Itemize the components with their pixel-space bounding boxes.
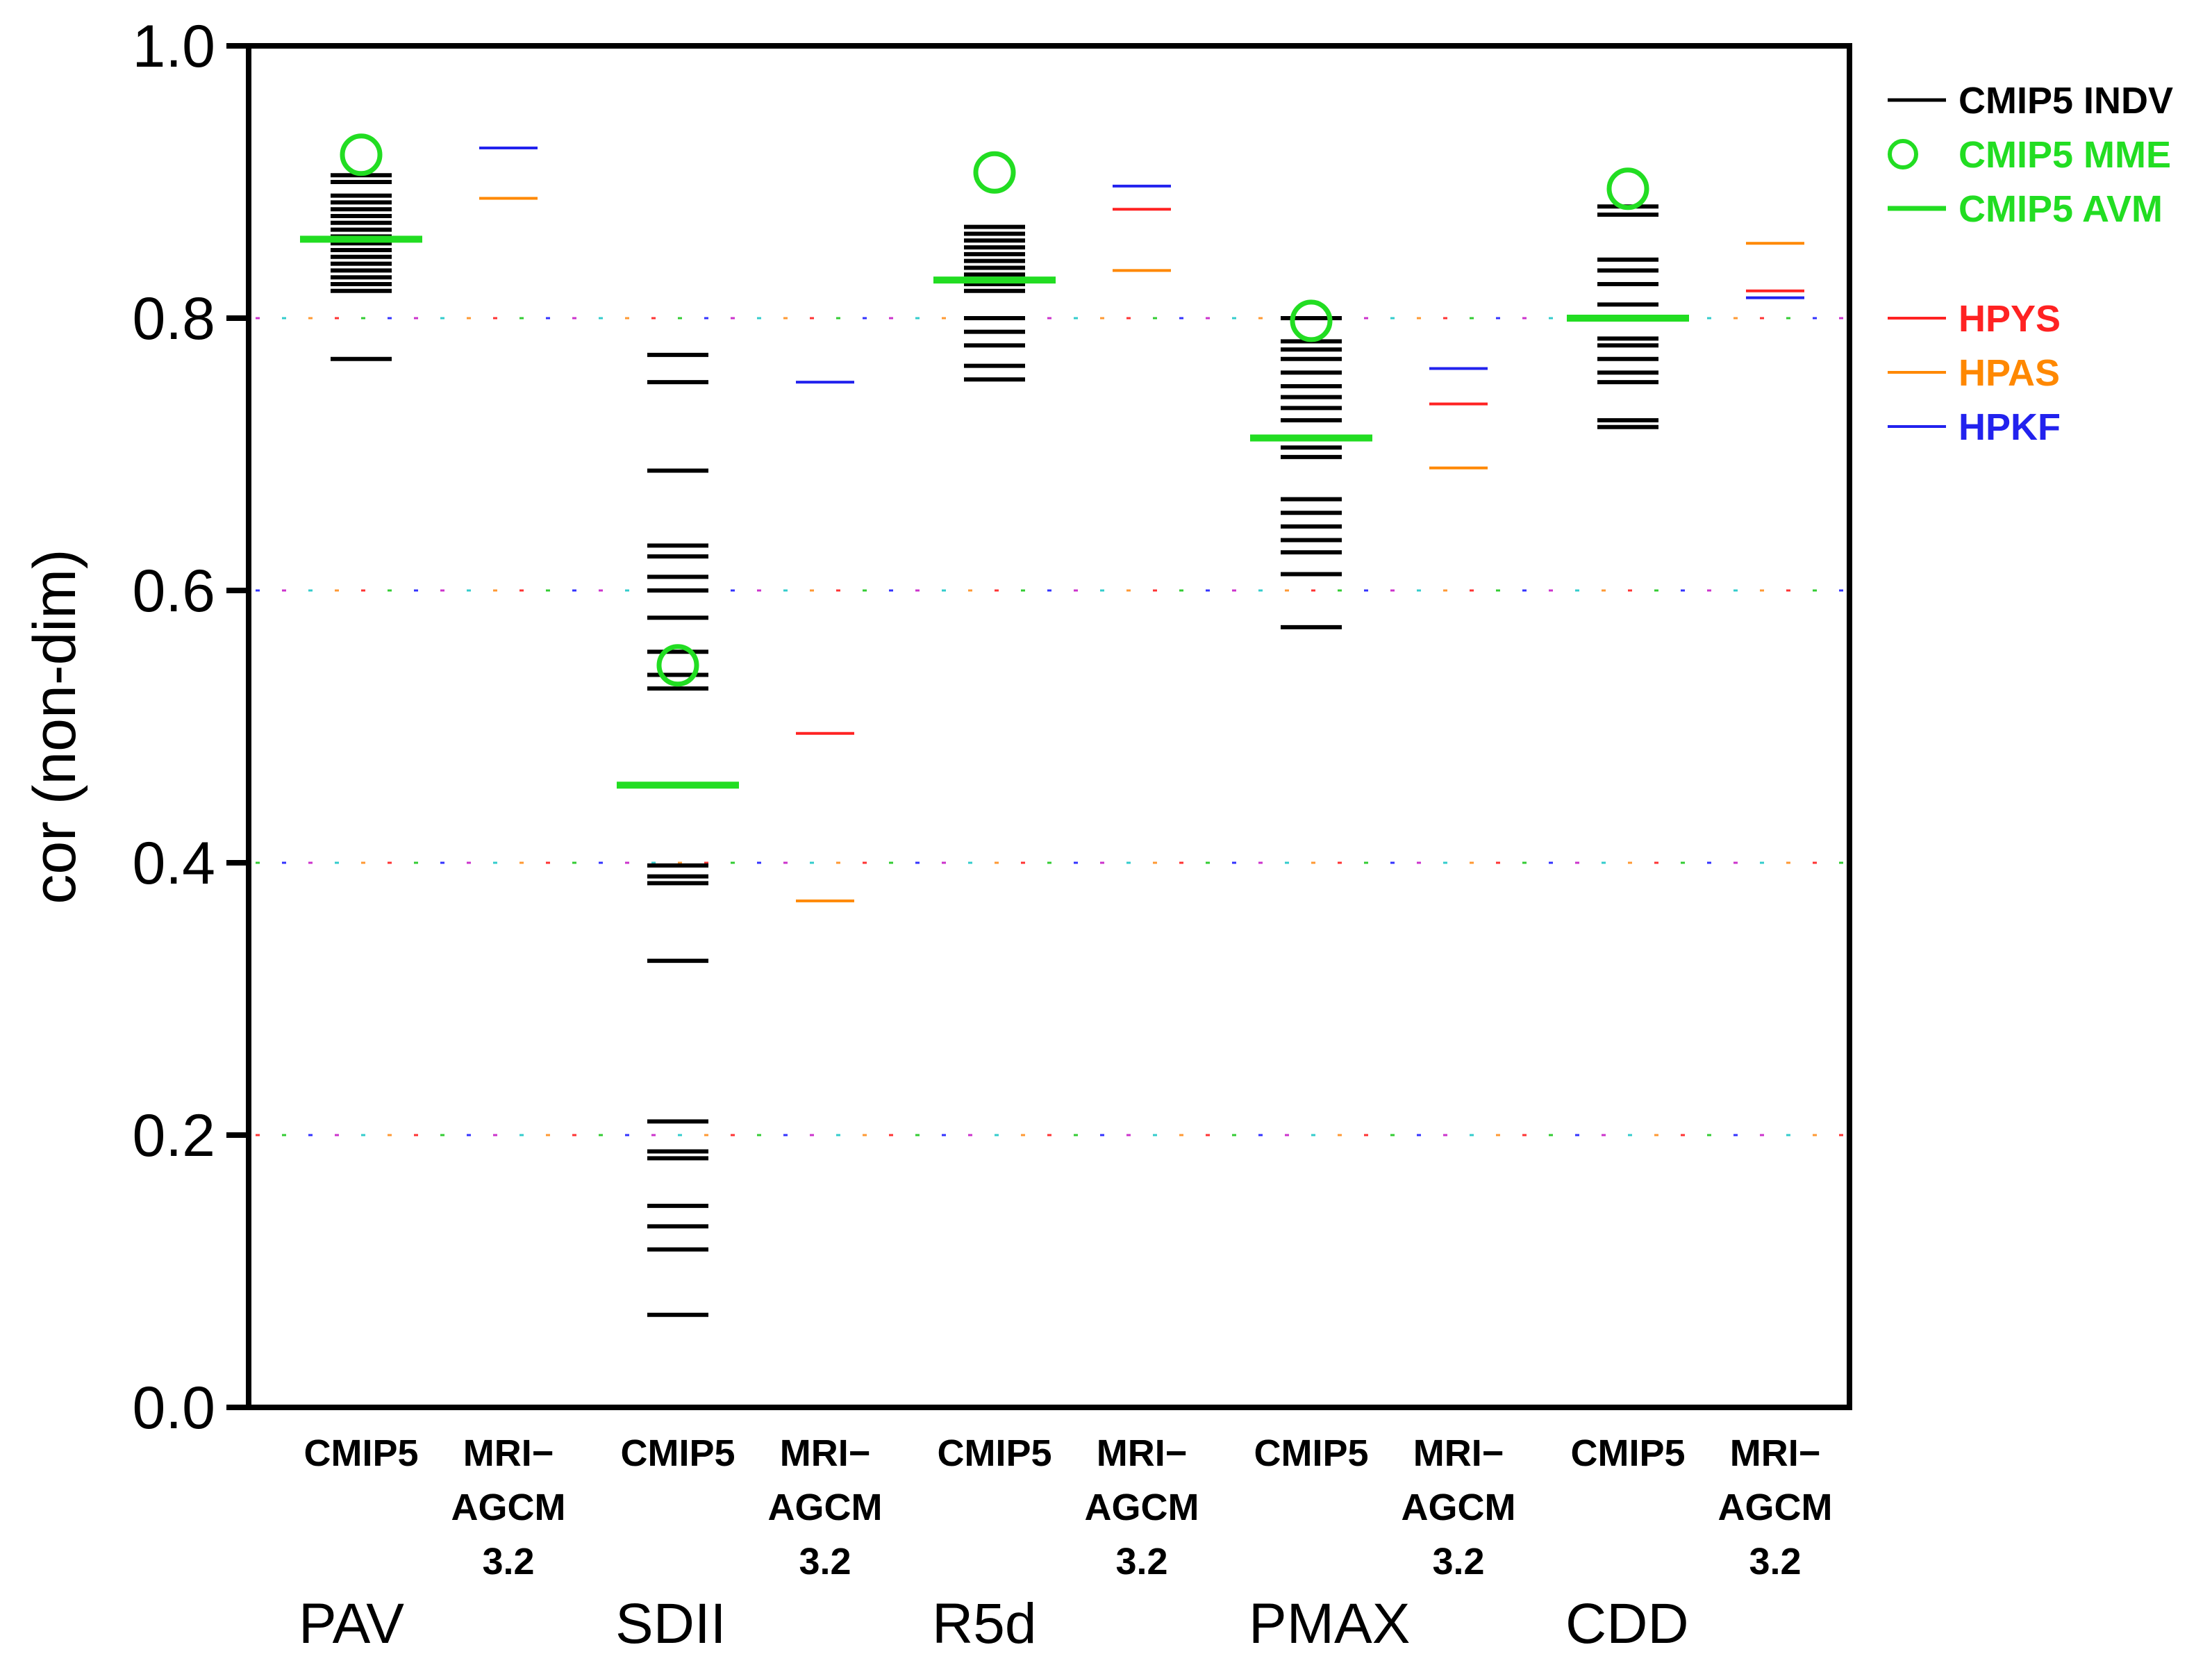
x-axis-labels: CMIP5 MRI− AGCM 3.2 PAV CMIP5 MRI− AGCM 3.2 SDII C…: [299, 1432, 1832, 1654]
cmip5-mme-mark: [656, 644, 699, 687]
sub-label-cmip5: CMIP5: [1254, 1432, 1368, 1474]
legend-label: CMIP5 MME: [1959, 134, 2171, 176]
y-tick-label: 0.2: [132, 1102, 215, 1169]
legend: CMIP5 INDV CMIP5 MME CMIP5 AVM HPYS HPAS HPKF: [1888, 80, 2173, 448]
cmip5-mme-mark: [973, 151, 1016, 194]
legend-label: CMIP5 AVM: [1959, 188, 2163, 230]
cmip5-mme-mark: [1290, 299, 1333, 342]
group-label: PMAX: [1249, 1592, 1410, 1654]
plot-frame: [246, 43, 1852, 1410]
sub-label-mri: MRI−: [780, 1432, 871, 1474]
legend-marker: [1888, 139, 1918, 169]
sub-label-mri: 3.2: [799, 1541, 851, 1582]
sub-label-mri: 3.2: [1115, 1541, 1167, 1582]
grid-layer: [256, 317, 1843, 1136]
legend-label: CMIP5 INDV: [1959, 80, 2173, 122]
group-label: PAV: [299, 1592, 404, 1654]
y-tick-label: 1.0: [132, 13, 215, 80]
sub-label-mri: MRI−: [1097, 1432, 1188, 1474]
sub-label-mri: AGCM: [1718, 1487, 1833, 1528]
sub-label-mri: AGCM: [451, 1487, 566, 1528]
sub-label-cmip5: CMIP5: [620, 1432, 735, 1474]
sub-label-mri: AGCM: [1402, 1487, 1516, 1528]
sub-label-mri: 3.2: [482, 1541, 534, 1582]
sub-label-cmip5: CMIP5: [1570, 1432, 1685, 1474]
sub-label-mri: AGCM: [768, 1487, 883, 1528]
sub-label-mri: 3.2: [1432, 1541, 1484, 1582]
group-label: CDD: [1565, 1592, 1689, 1654]
legend-label: HPKF: [1959, 406, 2061, 448]
legend-label: HPAS: [1959, 352, 2060, 394]
sub-label-cmip5: CMIP5: [303, 1432, 418, 1474]
cmip5-mme-mark: [340, 133, 383, 176]
y-axis-label: cor (non-dim): [22, 549, 88, 904]
group-label: R5d: [932, 1592, 1036, 1654]
sub-label-cmip5: CMIP5: [937, 1432, 1051, 1474]
y-tick-label: 0.0: [132, 1375, 215, 1441]
y-axis: 0.0 0.2 0.4 0.6 0.8 1.0: [132, 13, 249, 1441]
group-label: SDII: [615, 1592, 726, 1654]
legend-label: HPYS: [1959, 298, 2061, 340]
sub-label-mri: MRI−: [463, 1432, 554, 1474]
sub-label-mri: MRI−: [1730, 1432, 1821, 1474]
y-tick-label: 0.6: [132, 558, 215, 625]
cmip5-mme-mark: [1606, 167, 1649, 210]
marks-layer: [300, 133, 1804, 1317]
y-tick-label: 0.8: [132, 286, 215, 352]
sub-label-mri: MRI−: [1413, 1432, 1504, 1474]
sub-label-mri: AGCM: [1085, 1487, 1199, 1528]
y-tick-label: 0.4: [132, 830, 215, 897]
sub-label-mri: 3.2: [1749, 1541, 1801, 1582]
